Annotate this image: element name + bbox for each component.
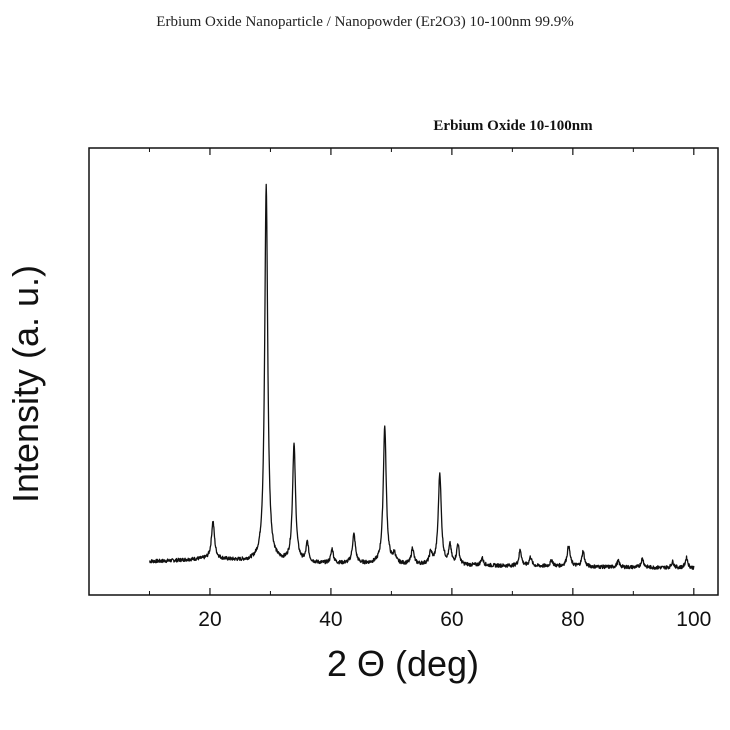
- diffraction-line: [149, 183, 695, 570]
- x-tick-label: 40: [319, 608, 342, 631]
- x-tick-labels: 20 40 60 80 100: [198, 608, 711, 631]
- chart-title: Erbium Oxide 10-100nm: [433, 118, 593, 134]
- y-axis-label: Intensity (a. u.): [5, 265, 46, 503]
- x-tick-label: 60: [440, 608, 463, 631]
- x-axis-label: 2 Θ (deg): [327, 643, 479, 684]
- plot-frame: [88, 147, 719, 596]
- page-title: Erbium Oxide Nanoparticle / Nanopowder (…: [156, 14, 574, 30]
- axis-ticks: [148, 148, 695, 595]
- x-tick-label: 20: [198, 608, 221, 631]
- x-tick-label: 100: [676, 608, 711, 631]
- x-tick-label: 80: [561, 608, 584, 631]
